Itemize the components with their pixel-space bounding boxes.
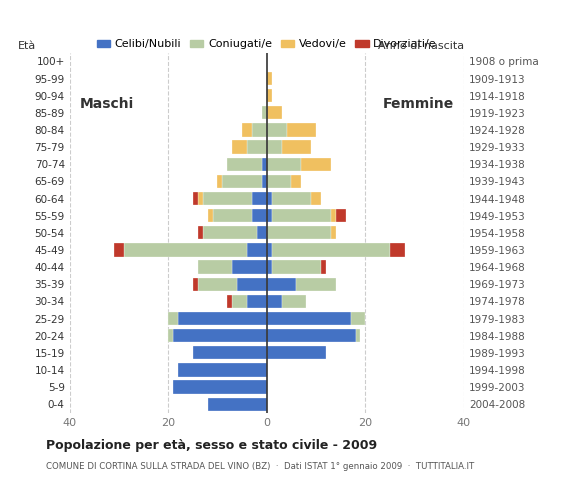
Bar bbox=[267, 346, 326, 360]
Bar bbox=[193, 192, 198, 205]
Bar bbox=[267, 209, 271, 222]
Bar bbox=[267, 141, 281, 154]
Bar bbox=[222, 175, 262, 188]
Bar bbox=[281, 141, 311, 154]
Bar bbox=[218, 175, 222, 188]
Bar bbox=[198, 226, 202, 240]
Bar bbox=[267, 123, 287, 137]
Bar bbox=[247, 295, 267, 308]
Text: Maschi: Maschi bbox=[79, 97, 134, 111]
Bar bbox=[168, 312, 178, 325]
Bar bbox=[227, 295, 232, 308]
Bar bbox=[271, 260, 321, 274]
Bar bbox=[296, 277, 336, 291]
Bar bbox=[257, 226, 267, 240]
Text: Età: Età bbox=[19, 41, 37, 51]
Bar bbox=[252, 209, 267, 222]
Bar bbox=[232, 260, 267, 274]
Bar bbox=[242, 123, 252, 137]
Bar bbox=[267, 243, 271, 257]
Bar bbox=[267, 312, 350, 325]
Bar bbox=[114, 243, 124, 257]
Bar bbox=[291, 175, 301, 188]
Bar bbox=[301, 157, 331, 171]
Bar bbox=[168, 329, 173, 342]
Bar bbox=[203, 192, 252, 205]
Bar bbox=[208, 209, 212, 222]
Bar bbox=[267, 106, 281, 120]
Bar bbox=[390, 243, 405, 257]
Bar bbox=[267, 192, 271, 205]
Bar bbox=[173, 380, 267, 394]
Bar bbox=[267, 157, 301, 171]
Bar bbox=[271, 243, 390, 257]
Bar bbox=[331, 226, 336, 240]
Bar bbox=[212, 209, 252, 222]
Bar bbox=[267, 277, 296, 291]
Bar bbox=[267, 226, 331, 240]
Bar bbox=[350, 312, 365, 325]
Text: COMUNE DI CORTINA SULLA STRADA DEL VINO (BZ)  ·  Dati ISTAT 1° gennaio 2009  ·  : COMUNE DI CORTINA SULLA STRADA DEL VINO … bbox=[46, 462, 474, 471]
Bar bbox=[232, 295, 247, 308]
Bar bbox=[178, 363, 267, 377]
Bar bbox=[247, 243, 267, 257]
Bar bbox=[336, 209, 346, 222]
Bar bbox=[237, 277, 267, 291]
Bar bbox=[287, 123, 316, 137]
Bar bbox=[202, 226, 257, 240]
Text: Femmine: Femmine bbox=[383, 97, 454, 111]
Bar bbox=[198, 277, 237, 291]
Bar bbox=[227, 157, 262, 171]
Bar bbox=[208, 397, 267, 411]
Bar bbox=[247, 141, 267, 154]
Legend: Celibi/Nubili, Coniugati/e, Vedovi/e, Divorziati/e: Celibi/Nubili, Coniugati/e, Vedovi/e, Di… bbox=[92, 35, 441, 54]
Bar bbox=[356, 329, 360, 342]
Bar bbox=[267, 89, 271, 102]
Bar bbox=[198, 192, 202, 205]
Bar bbox=[311, 192, 321, 205]
Bar bbox=[262, 106, 267, 120]
Bar bbox=[271, 209, 331, 222]
Bar bbox=[193, 277, 198, 291]
Bar bbox=[262, 157, 267, 171]
Bar bbox=[173, 329, 267, 342]
Bar bbox=[178, 312, 267, 325]
Bar bbox=[267, 260, 271, 274]
Bar bbox=[252, 123, 267, 137]
Bar bbox=[281, 295, 306, 308]
Bar bbox=[331, 209, 336, 222]
Bar bbox=[267, 175, 291, 188]
Bar bbox=[262, 175, 267, 188]
Bar bbox=[321, 260, 326, 274]
Bar bbox=[267, 72, 271, 85]
Text: Popolazione per età, sesso e stato civile - 2009: Popolazione per età, sesso e stato civil… bbox=[46, 439, 378, 452]
Text: Anno di nascita: Anno di nascita bbox=[378, 41, 464, 51]
Bar bbox=[193, 346, 267, 360]
Bar bbox=[232, 141, 247, 154]
Bar bbox=[124, 243, 247, 257]
Bar bbox=[252, 192, 267, 205]
Bar bbox=[271, 192, 311, 205]
Bar bbox=[198, 260, 232, 274]
Bar bbox=[267, 329, 356, 342]
Bar bbox=[267, 295, 281, 308]
